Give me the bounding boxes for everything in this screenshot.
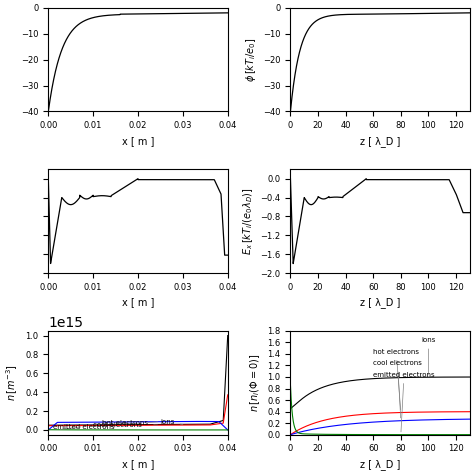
Y-axis label: $n\,[m^{-3}]$: $n\,[m^{-3}]$ [4, 364, 20, 401]
X-axis label: x [ m ]: x [ m ] [122, 459, 154, 469]
Y-axis label: $\phi\,[kT_i/e_0]$: $\phi\,[kT_i/e_0]$ [244, 37, 257, 82]
Y-axis label: $n\,[n_i(\Phi=0)]$: $n\,[n_i(\Phi=0)]$ [248, 354, 262, 412]
Text: hot electrons: hot electrons [102, 420, 158, 426]
X-axis label: z [ λ_D ]: z [ λ_D ] [360, 297, 401, 308]
Text: ions: ions [421, 337, 436, 374]
Text: ions: ions [160, 419, 183, 425]
Text: emitted electrons: emitted electrons [53, 423, 114, 429]
X-axis label: z [ λ_D ]: z [ λ_D ] [360, 136, 401, 146]
X-axis label: x [ m ]: x [ m ] [122, 297, 154, 307]
Text: cool electrons: cool electrons [373, 360, 422, 418]
X-axis label: z [ λ_D ]: z [ λ_D ] [360, 459, 401, 470]
Text: hot electrons: hot electrons [373, 349, 419, 410]
Y-axis label: $E_x\,[kT_i/(e_0\lambda_D)]$: $E_x\,[kT_i/(e_0\lambda_D)]$ [241, 187, 255, 255]
Text: cool electrons: cool electrons [93, 422, 158, 428]
Text: emitted electrons: emitted electrons [373, 372, 435, 432]
X-axis label: x [ m ]: x [ m ] [122, 136, 154, 146]
